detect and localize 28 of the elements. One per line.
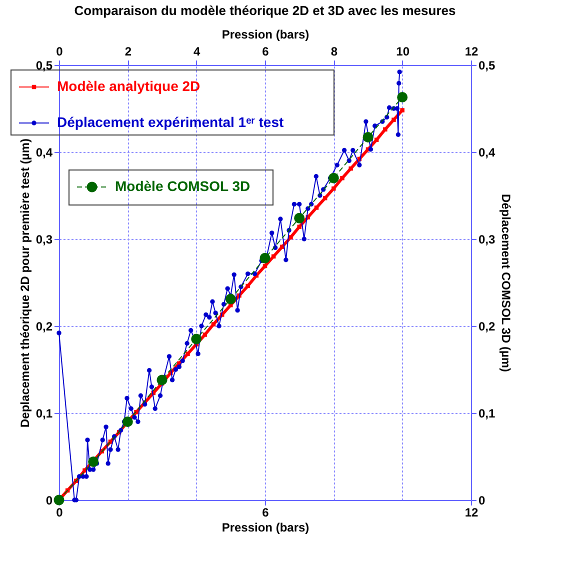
y-tick-label: 0 bbox=[46, 494, 53, 508]
y2-tick-label: 0,2 bbox=[478, 320, 496, 334]
x2-tick-label: 0 bbox=[56, 44, 64, 58]
x-axis-title: Pression (bars) bbox=[222, 520, 310, 534]
x-tick-label: 6 bbox=[262, 506, 270, 520]
x-tick-label: 12 bbox=[464, 506, 478, 520]
y2-tick-label: 0,1 bbox=[478, 406, 496, 420]
legend-label: Modèle COMSOL 3D bbox=[115, 178, 250, 194]
x2-tick-label: 12 bbox=[464, 44, 478, 58]
y-tick-label: 0,3 bbox=[36, 232, 53, 246]
y2-tick-label: 0,3 bbox=[478, 232, 496, 246]
y-tick-label: 0,4 bbox=[36, 146, 53, 160]
y-axis-title: Deplacement théorique 2D pour première test (µm) bbox=[18, 138, 32, 428]
y2-tick-label: 0 bbox=[478, 494, 486, 508]
chart-title: Comparaison du modèle théorique 2D et 3D avec les mesures bbox=[74, 3, 456, 18]
x-tick-label: 0 bbox=[56, 506, 64, 520]
y-tick-label: 0,5 bbox=[36, 58, 53, 72]
x2-tick-label: 6 bbox=[262, 44, 270, 58]
x2-tick-label: 10 bbox=[396, 44, 410, 58]
y2-tick-label: 0,4 bbox=[478, 146, 496, 160]
y-tick-label: 0,1 bbox=[36, 406, 53, 420]
x2-tick-label: 4 bbox=[193, 44, 200, 58]
y2-axis-title: Déplacement COMSOL 3D (µm) bbox=[499, 194, 514, 372]
x2-tick-label: 8 bbox=[330, 44, 338, 58]
y-tick-label: 0,2 bbox=[36, 320, 53, 334]
x2-axis-title: Pression (bars) bbox=[222, 28, 310, 42]
x2-tick-label: 2 bbox=[124, 44, 132, 58]
y2-tick-label: 0,5 bbox=[478, 58, 496, 72]
